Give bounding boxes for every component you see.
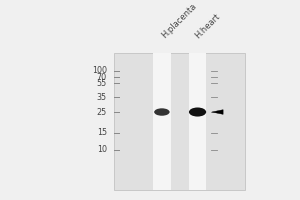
Text: 10: 10 bbox=[97, 145, 107, 154]
Text: 15: 15 bbox=[97, 128, 107, 137]
Ellipse shape bbox=[189, 107, 206, 117]
Text: 55: 55 bbox=[97, 79, 107, 88]
Bar bbox=[189, 53, 206, 190]
Text: 25: 25 bbox=[97, 108, 107, 117]
Polygon shape bbox=[212, 110, 223, 114]
Text: 100: 100 bbox=[92, 66, 107, 75]
Text: H.placenta: H.placenta bbox=[160, 2, 198, 40]
Bar bbox=[114, 53, 245, 190]
Text: H.heart: H.heart bbox=[194, 12, 222, 40]
Bar bbox=[153, 53, 171, 190]
Text: 35: 35 bbox=[97, 93, 107, 102]
Text: 70: 70 bbox=[97, 73, 107, 82]
Ellipse shape bbox=[154, 108, 170, 116]
